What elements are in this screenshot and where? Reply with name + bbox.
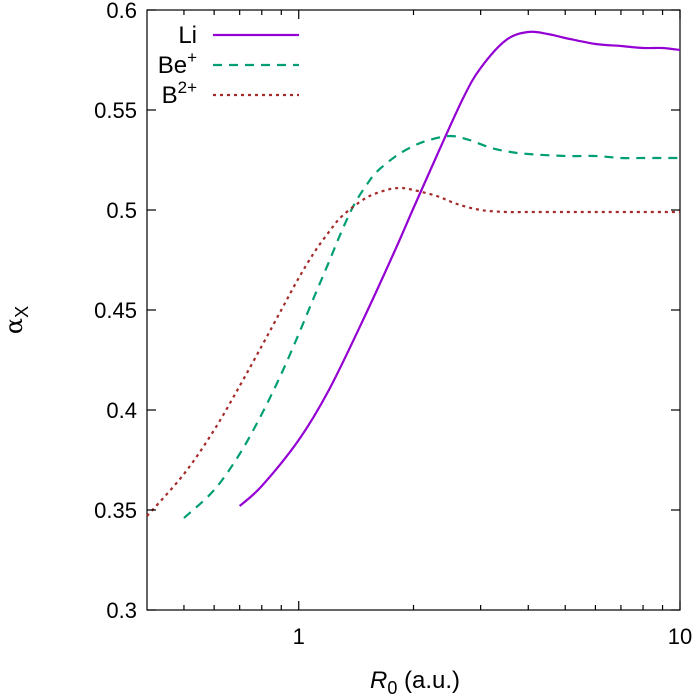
legend-label-b: B2+ <box>162 78 197 109</box>
ticks-layer: 0.3 0.35 0.4 0.45 0.5 0.55 0.6 1 10 <box>94 0 692 649</box>
series-line-b <box>146 186 680 517</box>
y-tick-label: 0.35 <box>94 498 137 523</box>
y-tick-label: 0.4 <box>106 398 137 423</box>
legend-label-be: Be+ <box>158 48 197 79</box>
series-line-be <box>183 134 680 519</box>
y-tick-label: 0.5 <box>106 198 137 223</box>
series-line-li <box>238 30 681 507</box>
x-axis-label-unit: (a.u.) <box>397 667 460 694</box>
legend-label-li: Li <box>178 22 197 49</box>
x-tick-label: 10 <box>668 624 692 649</box>
plot-frame <box>146 9 681 611</box>
y-axis-label: αX <box>0 306 32 334</box>
y-tick-label: 0.45 <box>94 298 137 323</box>
y-tick-label: 0.6 <box>106 0 137 23</box>
series-layer <box>146 30 681 519</box>
y-tick-label: 0.3 <box>106 598 137 623</box>
x-axis-label: R0 (a.u.) <box>370 667 460 698</box>
y-axis-label-subscript: X <box>12 306 32 318</box>
x-axis-label-subscript: 0 <box>387 678 397 698</box>
x-axis-label-symbol: R <box>370 667 387 694</box>
y-axis-label-symbol: α <box>0 318 28 334</box>
y-tick-label: 0.55 <box>94 98 137 123</box>
plot-area <box>146 9 681 611</box>
x-tick-label: 1 <box>293 624 305 649</box>
